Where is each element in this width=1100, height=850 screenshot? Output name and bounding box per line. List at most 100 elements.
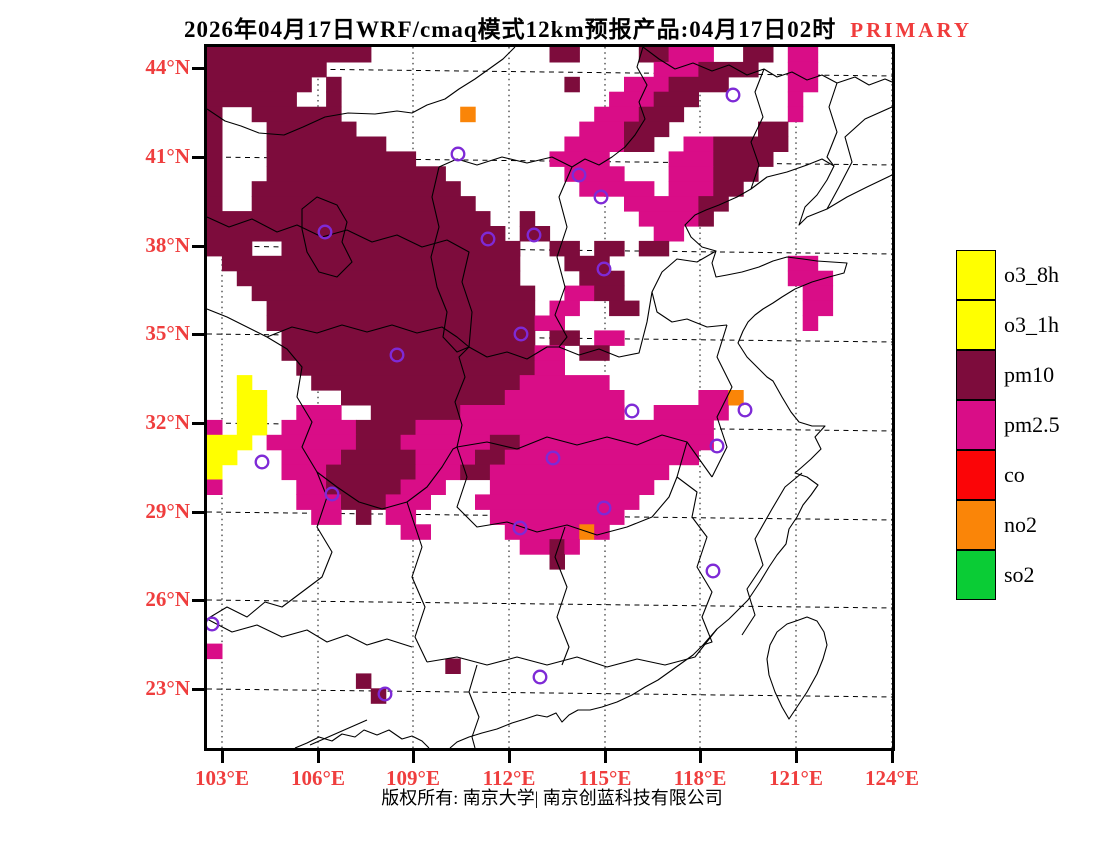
pollution-cell-Y (207, 464, 223, 481)
pollution-cell-M (579, 121, 625, 138)
city-marker (254, 454, 270, 470)
y-axis-label: 29°N (145, 499, 190, 523)
city-markers (207, 87, 753, 702)
x-axis-tick (508, 750, 511, 763)
pollution-cell-D (355, 509, 372, 525)
pollution-cell-D (207, 226, 506, 242)
pollution-cell-D (698, 196, 729, 212)
legend-label-co: co (1004, 462, 1025, 487)
pollution-cell-D (549, 240, 580, 257)
city-marker (571, 167, 587, 183)
x-axis-label: 118°E (673, 766, 727, 790)
pollution-cell-M (385, 509, 417, 525)
y-axis-tick (192, 599, 207, 602)
province-boundaries (207, 47, 892, 748)
pollution-cell-M (519, 375, 610, 391)
y-axis-label: 41°N (145, 144, 190, 168)
city-marker (725, 87, 741, 103)
parallel-line (207, 688, 892, 698)
pollution-cell-D (281, 330, 536, 346)
pollution-cell-M (296, 479, 327, 495)
pollution-cell-D (653, 91, 699, 108)
pollution-cell-D (668, 76, 729, 93)
pollution-cell-M (579, 181, 655, 197)
pollution-cell-Y (236, 390, 268, 406)
pollution-cell-D (207, 91, 297, 108)
pollution-cell-M (207, 643, 223, 660)
legend-label-no2: no2 (1004, 512, 1037, 537)
pollution-cell-M (668, 151, 714, 167)
pollution-cell-D (579, 345, 610, 361)
legend-label-o3_1h: o3_1h (1004, 312, 1059, 337)
pollution-cell-D (207, 76, 312, 93)
pollution-cell-M (281, 464, 327, 481)
pollution-cell-M (281, 449, 342, 466)
pollution-cell-D (311, 375, 521, 391)
city-marker (317, 224, 333, 240)
pollution-cell-M (787, 61, 819, 78)
pollution-cell-D (698, 211, 714, 227)
pollution-cell-M (653, 405, 729, 421)
pollution-cell-D (221, 255, 521, 272)
y-axis-label: 32°N (145, 410, 190, 434)
pollution-cell-D (281, 240, 521, 257)
pollution-cell-D (475, 449, 506, 466)
pollution-cell-D (236, 270, 521, 287)
pollution-cell-D (251, 181, 461, 197)
pollution-cell-D (594, 285, 625, 302)
pollution-cell-D (489, 434, 521, 451)
pollution-cell-M (266, 434, 357, 451)
pollution-cell-M (207, 479, 223, 495)
x-axis-tick (412, 750, 415, 763)
pollution-cell-M (415, 419, 714, 436)
legend-swatch-no2 (956, 500, 996, 550)
pollution-cell-D (341, 494, 387, 510)
pollution-cell-M (594, 524, 610, 540)
pollution-cell-M (787, 270, 834, 287)
pollution-cell-D (713, 181, 744, 197)
x-axis-label: 124°E (865, 766, 919, 790)
pollution-cell-M (534, 360, 565, 376)
pollution-cell-M (207, 419, 223, 436)
pollution-cell-D (341, 449, 417, 466)
pollution-cell-D (207, 211, 491, 227)
pollution-cell-Y (236, 419, 268, 436)
city-marker (737, 402, 753, 418)
pollution-cell-D (296, 360, 536, 376)
pollution-cell-D (266, 315, 536, 331)
pollution-cell-D (355, 419, 417, 436)
legend-label-pm2.5: pm2.5 (1004, 412, 1060, 437)
pollution-cell-Y (236, 405, 268, 421)
city-marker (389, 347, 405, 363)
city-marker (709, 438, 725, 454)
pollution-cell-M (594, 330, 625, 346)
pollution-cell-D (207, 47, 372, 63)
pollution-cell-O (728, 390, 744, 406)
pollution-cell-M (564, 166, 625, 182)
city-marker (593, 189, 609, 205)
pollution-cell-D (266, 151, 417, 167)
pollution-cell-D (326, 91, 342, 108)
pollution-cell-D (445, 658, 461, 674)
pollution-cell-D (326, 464, 416, 481)
y-axis-label: 35°N (145, 321, 190, 345)
pollution-cell-M (400, 434, 491, 451)
pollution-cell-D (713, 136, 789, 152)
pollution-cell-Y (236, 375, 253, 391)
pollution-cell-M (534, 345, 565, 361)
y-axis-label: 23°N (145, 676, 190, 700)
pollution-cell-D (549, 539, 565, 555)
pollution-cell-D (207, 61, 327, 78)
pollution-cell-M (504, 449, 699, 466)
legend-swatch-o3_8h (956, 250, 996, 300)
city-marker (532, 669, 548, 685)
city-marker (596, 500, 612, 516)
y-axis-label: 44°N (145, 55, 190, 79)
pollution-cell-D (564, 76, 580, 93)
x-axis-tick (221, 750, 224, 763)
pollution-cell-D (519, 211, 536, 227)
pollution-cell-M (534, 315, 565, 331)
title-tag-primary: PRIMARY (850, 18, 973, 42)
pollution-cell-D (266, 136, 387, 152)
